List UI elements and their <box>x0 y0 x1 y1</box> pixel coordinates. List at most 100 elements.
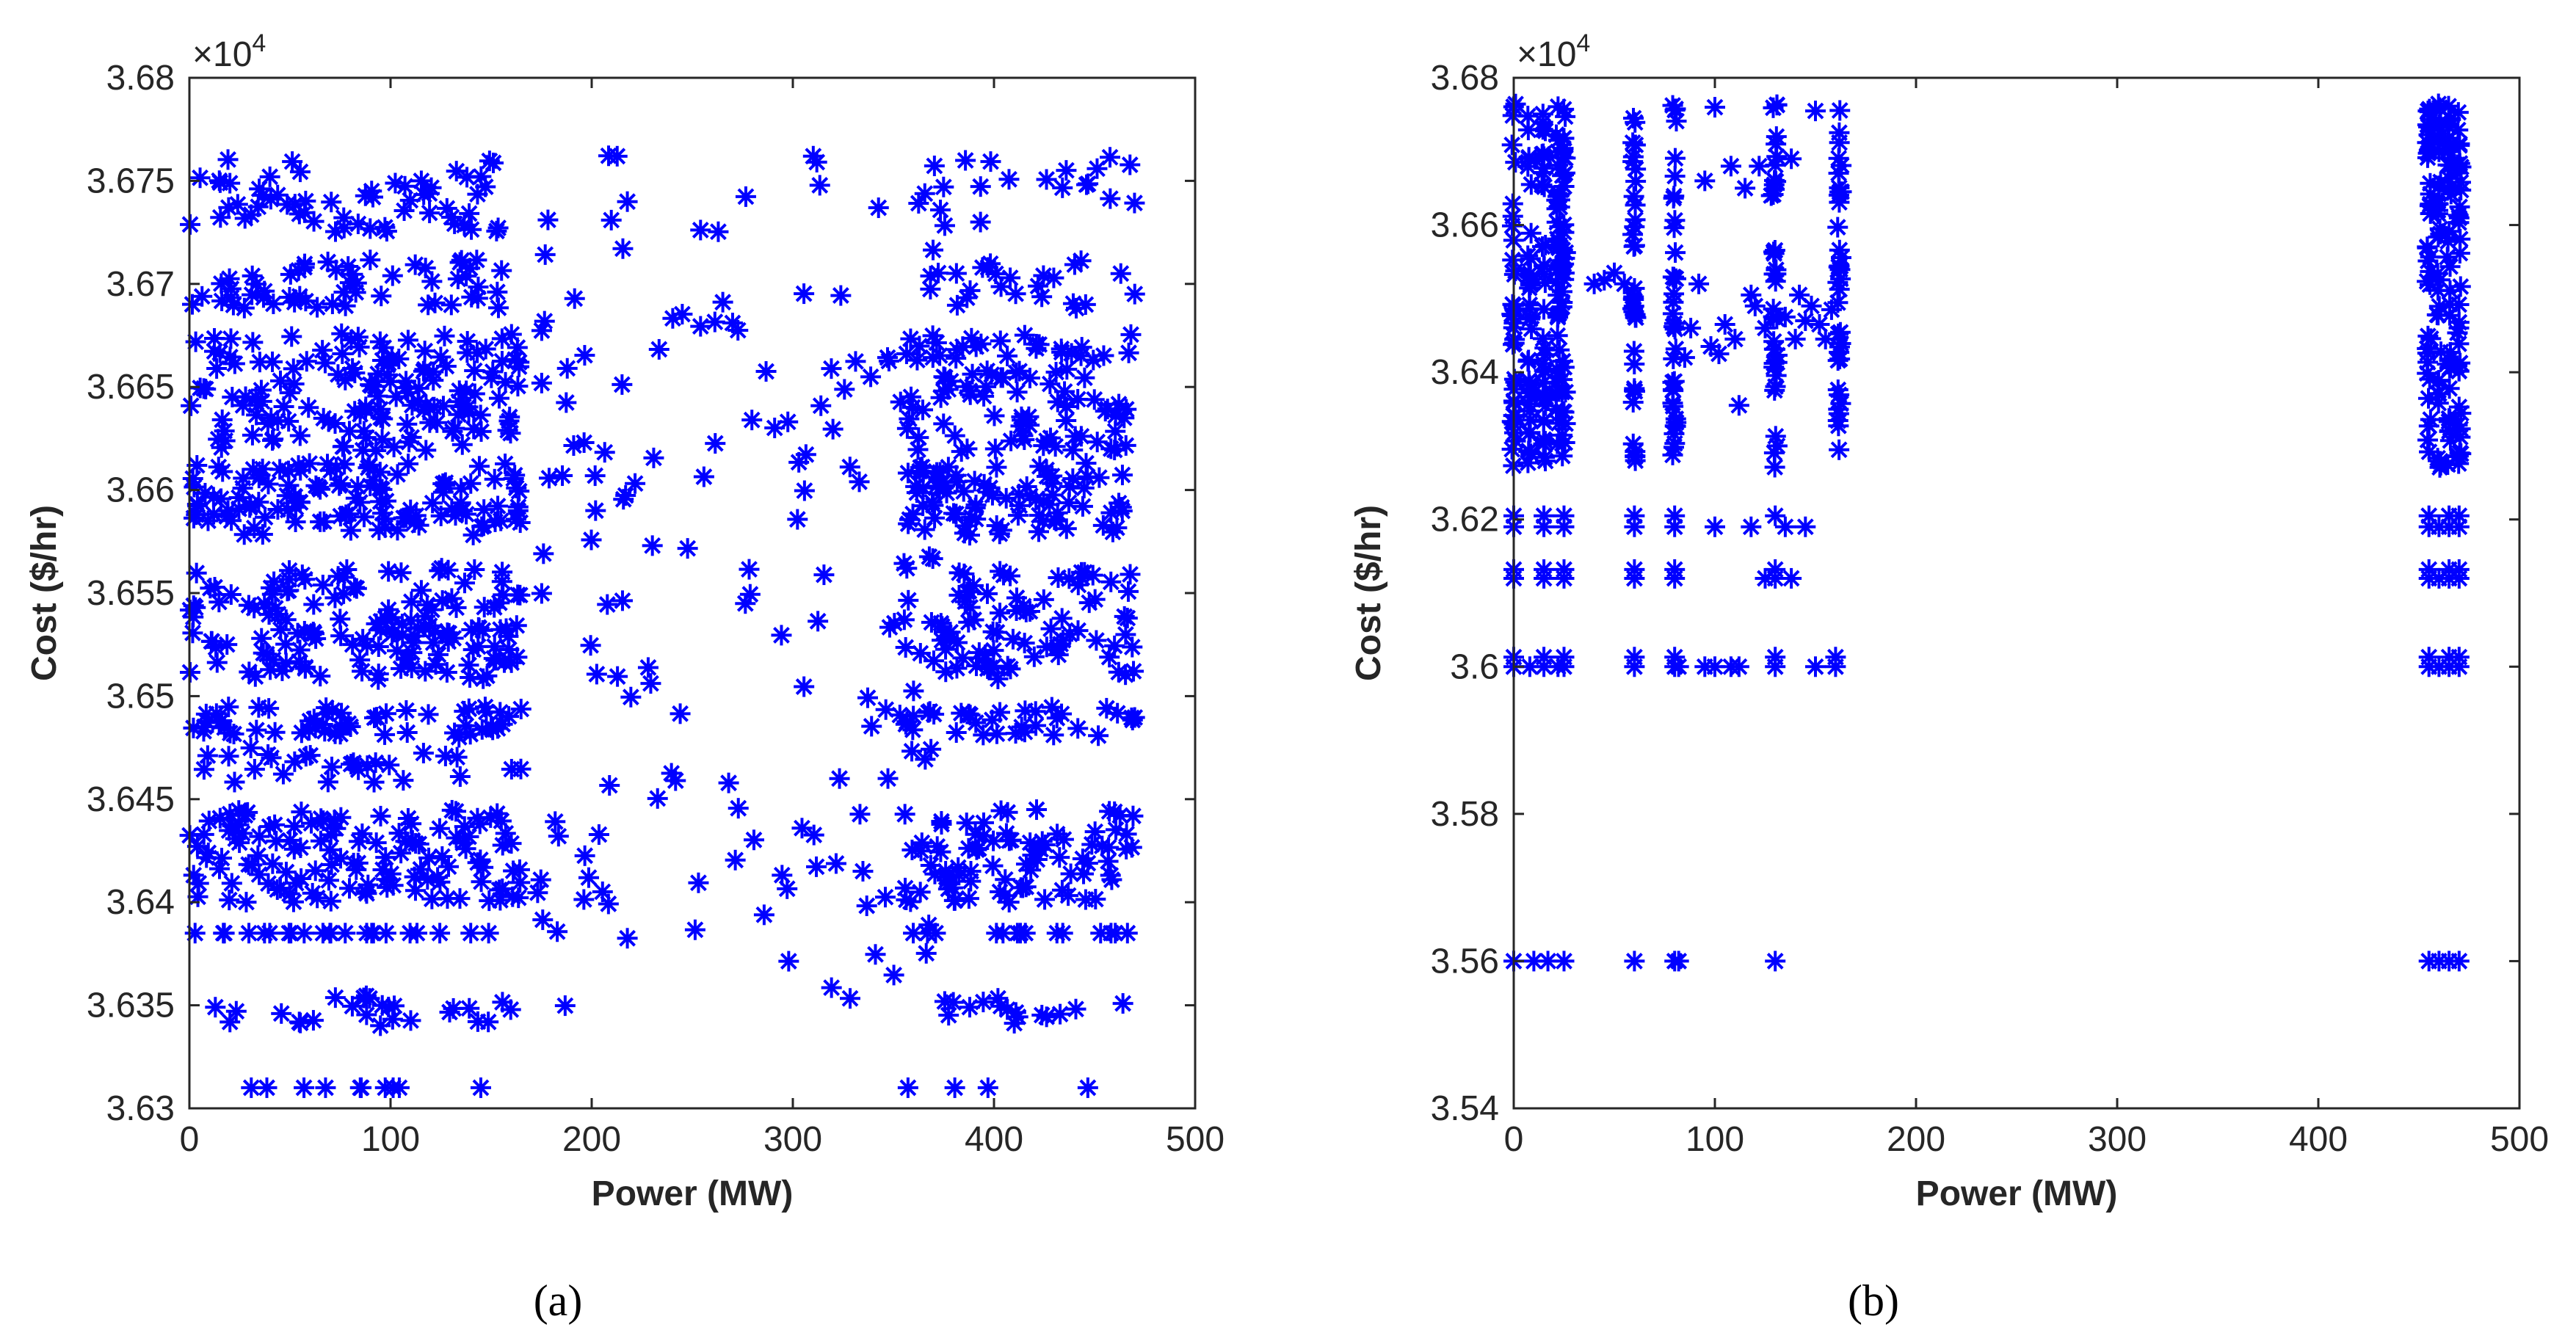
a-data-point <box>986 457 1007 478</box>
a-data-point <box>317 771 338 793</box>
b-data-point <box>1827 379 1848 401</box>
a-data-point <box>382 1009 403 1030</box>
a-data-point <box>388 823 410 844</box>
a-data-point <box>284 815 305 837</box>
a-data-point <box>1118 342 1139 363</box>
b-data-point <box>1625 134 1646 156</box>
a-data-point <box>248 697 269 718</box>
a-data-point <box>305 860 326 882</box>
a-data-point <box>845 351 866 372</box>
a-data-point <box>1007 1006 1028 1028</box>
a-data-point <box>220 328 242 349</box>
a-data-point <box>312 713 333 735</box>
a-data-point <box>221 873 242 894</box>
a-data-point <box>418 704 439 725</box>
b-data-point <box>1665 242 1686 264</box>
a-data-point <box>452 832 474 854</box>
a-data-point <box>478 1011 499 1033</box>
a-data-point <box>1100 865 1121 886</box>
a-data-point <box>291 868 312 890</box>
a-data-point <box>363 771 385 793</box>
a-data-point <box>259 166 280 187</box>
b-data-point <box>1625 159 1647 180</box>
a-data-point <box>508 887 529 909</box>
a-data-point <box>447 269 468 290</box>
b-xtick-label: 500 <box>2490 1120 2549 1159</box>
a-data-point <box>961 506 982 528</box>
b-data-point <box>2448 951 2470 972</box>
a-data-point <box>456 380 477 401</box>
a-data-point <box>397 330 418 351</box>
a-data-point <box>474 697 496 718</box>
a-data-point <box>612 590 633 611</box>
a-data-point <box>986 622 1007 643</box>
a-data-point <box>429 818 450 839</box>
a-data-point <box>181 395 202 416</box>
a-data-point <box>959 997 980 1018</box>
a-data-point <box>506 615 527 636</box>
a-data-point <box>1036 430 1057 451</box>
a-xtick-label: 300 <box>763 1120 822 1159</box>
a-data-point <box>743 829 764 851</box>
a-data-point <box>537 209 559 230</box>
a-data-point <box>184 923 206 944</box>
a-data-point <box>446 161 467 182</box>
a-data-point <box>1036 1006 1057 1028</box>
b-data-point <box>1664 647 1686 668</box>
a-data-point <box>220 584 242 605</box>
a-data-point <box>507 584 529 606</box>
a-data-point <box>1008 484 1029 505</box>
a-data-point <box>1006 923 1028 944</box>
a-data-point <box>419 615 440 636</box>
a-data-point <box>982 484 1003 506</box>
b-ytick-label: 3.68 <box>1431 59 1499 98</box>
a-data-point <box>374 724 396 745</box>
a-data-point <box>488 388 509 409</box>
a-data-point <box>324 987 346 1009</box>
a-data-point <box>425 654 446 675</box>
a-data-point <box>419 412 440 433</box>
a-data-point <box>453 396 474 417</box>
a-data-point <box>545 811 566 832</box>
a-data-point <box>320 890 341 912</box>
a-data-point <box>507 376 529 397</box>
a-data-point <box>408 515 429 536</box>
a-data-point <box>1074 367 1095 388</box>
a-data-point <box>369 477 391 498</box>
a-data-point <box>1120 324 1142 345</box>
a-data-point <box>806 856 827 877</box>
a-data-point <box>552 465 573 487</box>
a-data-point <box>435 474 456 495</box>
a-data-point <box>325 457 347 479</box>
a-data-point <box>249 352 270 373</box>
a-data-point <box>533 543 554 564</box>
a-data-point <box>612 374 633 395</box>
a-data-point <box>387 640 408 661</box>
a-data-point <box>946 658 968 679</box>
a-data-point <box>416 440 437 461</box>
a-data-point <box>300 745 321 766</box>
a-data-point <box>1048 567 1069 588</box>
a-data-point <box>926 462 948 483</box>
a-data-point <box>254 923 275 944</box>
a-data-point <box>1067 388 1089 410</box>
a-data-point <box>612 238 634 259</box>
a-data-point <box>393 770 414 791</box>
a-data-point <box>777 411 799 432</box>
a-data-point <box>688 872 709 893</box>
b-data-point <box>1663 186 1685 207</box>
a-data-point <box>289 1011 310 1033</box>
a-data-point <box>1100 923 1122 944</box>
a-data-point <box>441 799 462 821</box>
a-data-point <box>224 771 245 793</box>
a-data-point <box>990 561 1011 582</box>
a-ytick-label: 3.64 <box>106 883 175 922</box>
a-data-point <box>258 473 279 495</box>
a-data-point <box>341 995 363 1017</box>
a-data-point <box>233 395 254 416</box>
a-data-point <box>384 995 405 1017</box>
a-data-point <box>584 465 606 487</box>
a-data-point <box>958 611 979 633</box>
b-data-point <box>1720 156 1741 177</box>
b-data-point <box>1624 378 1645 399</box>
